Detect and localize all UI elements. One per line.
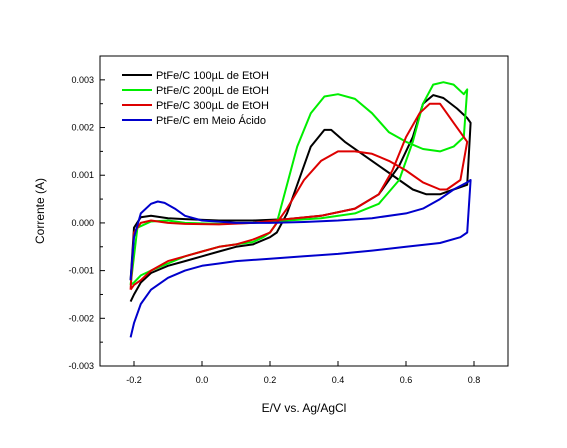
x-tick-label: -0.2 bbox=[126, 375, 142, 385]
legend-label-1: PtFe/C 100µL de EtOH bbox=[156, 70, 269, 82]
series-line-2 bbox=[129, 81, 469, 286]
x-tick-label: 0.4 bbox=[332, 375, 345, 385]
x-tick-label: 0.2 bbox=[264, 375, 277, 385]
y-tick-label: -0.002 bbox=[68, 313, 94, 323]
y-tick-label: 0.003 bbox=[71, 75, 94, 85]
ticks-layer: -0.2 0.0 0.2 0.4 0.6 0.8 -0.003 -0.002 -0.001 0.0… bbox=[68, 75, 480, 385]
y-tick-label: 0.002 bbox=[71, 123, 94, 133]
x-tick-label: 0.8 bbox=[468, 375, 481, 385]
series-layer bbox=[129, 81, 472, 338]
x-axis-title: E/V vs. Ag/AgCl bbox=[262, 401, 347, 415]
legend-label-4: PtFe/C em Meio Ácido bbox=[156, 114, 266, 127]
series-line-4 bbox=[129, 179, 472, 338]
y-tick-label: -0.003 bbox=[68, 361, 94, 371]
plot-frame bbox=[99, 55, 509, 367]
y-tick-label: 0.000 bbox=[71, 218, 94, 228]
y-tick-label: 0.001 bbox=[71, 170, 94, 180]
y-axis-title: Corrente (A) bbox=[33, 178, 47, 244]
legend-label-3: PtFe/C 300µL de EtOH bbox=[156, 100, 269, 112]
x-tick-label: 0.6 bbox=[400, 375, 413, 385]
x-tick-label: 0.0 bbox=[196, 375, 209, 385]
legend: PtFe/C 100µL de EtOH PtFe/C 200µL de EtOH… bbox=[122, 70, 269, 127]
legend-label-2: PtFe/C 200µL de EtOH bbox=[156, 85, 269, 97]
y-tick-label: -0.001 bbox=[68, 266, 94, 276]
series-line-1 bbox=[129, 94, 472, 303]
